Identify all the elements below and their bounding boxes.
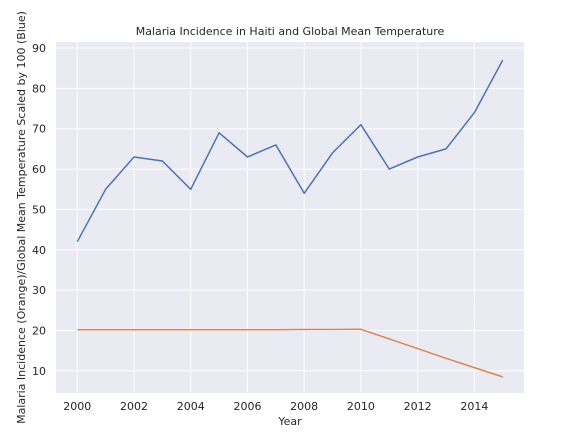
chart-title: Malaria Incidence in Haiti and Global Me… (136, 25, 445, 38)
y-tick-label: 70 (32, 123, 46, 136)
x-tick-label: 2008 (290, 400, 318, 413)
y-tick-label: 80 (32, 82, 46, 95)
y-tick-label: 10 (32, 365, 46, 378)
series-line-2 (77, 328, 503, 378)
y-tick-label: 50 (32, 203, 46, 216)
y-tick-label: 20 (32, 324, 46, 337)
y-tick-label: 40 (32, 244, 46, 257)
y-tick-label: 90 (32, 42, 46, 55)
x-tick-label: 2004 (177, 400, 205, 413)
x-tick-label: 2010 (347, 400, 375, 413)
x-axis-label: Year (277, 415, 302, 428)
y-tick-label: 60 (32, 163, 46, 176)
x-tick-label: 2002 (120, 400, 148, 413)
series-layer (76, 59, 504, 378)
x-tick-label: 2012 (404, 400, 432, 413)
y-tick-label: 30 (32, 284, 46, 297)
plot-area (56, 42, 524, 393)
x-tick-label: 2014 (460, 400, 488, 413)
y-axis-label: Malaria Incidence (Orange)/Global Mean T… (15, 11, 28, 424)
x-tick-label: 2006 (233, 400, 261, 413)
tick-labels: 2000 2002 2004 2006 2008 2010 2012 2014 10 20 30 40… (32, 42, 488, 413)
series-line-1 (76, 59, 504, 243)
x-tick-label: 2000 (63, 400, 91, 413)
